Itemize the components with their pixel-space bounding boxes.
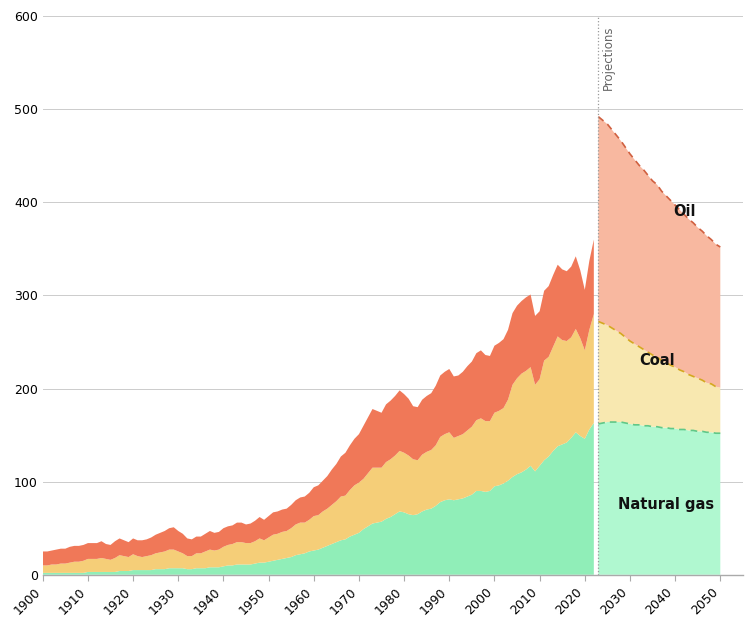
Text: Oil: Oil — [673, 204, 695, 219]
Text: Projections: Projections — [602, 25, 615, 90]
Text: Coal: Coal — [639, 353, 675, 368]
Text: Natural gas: Natural gas — [618, 497, 714, 512]
